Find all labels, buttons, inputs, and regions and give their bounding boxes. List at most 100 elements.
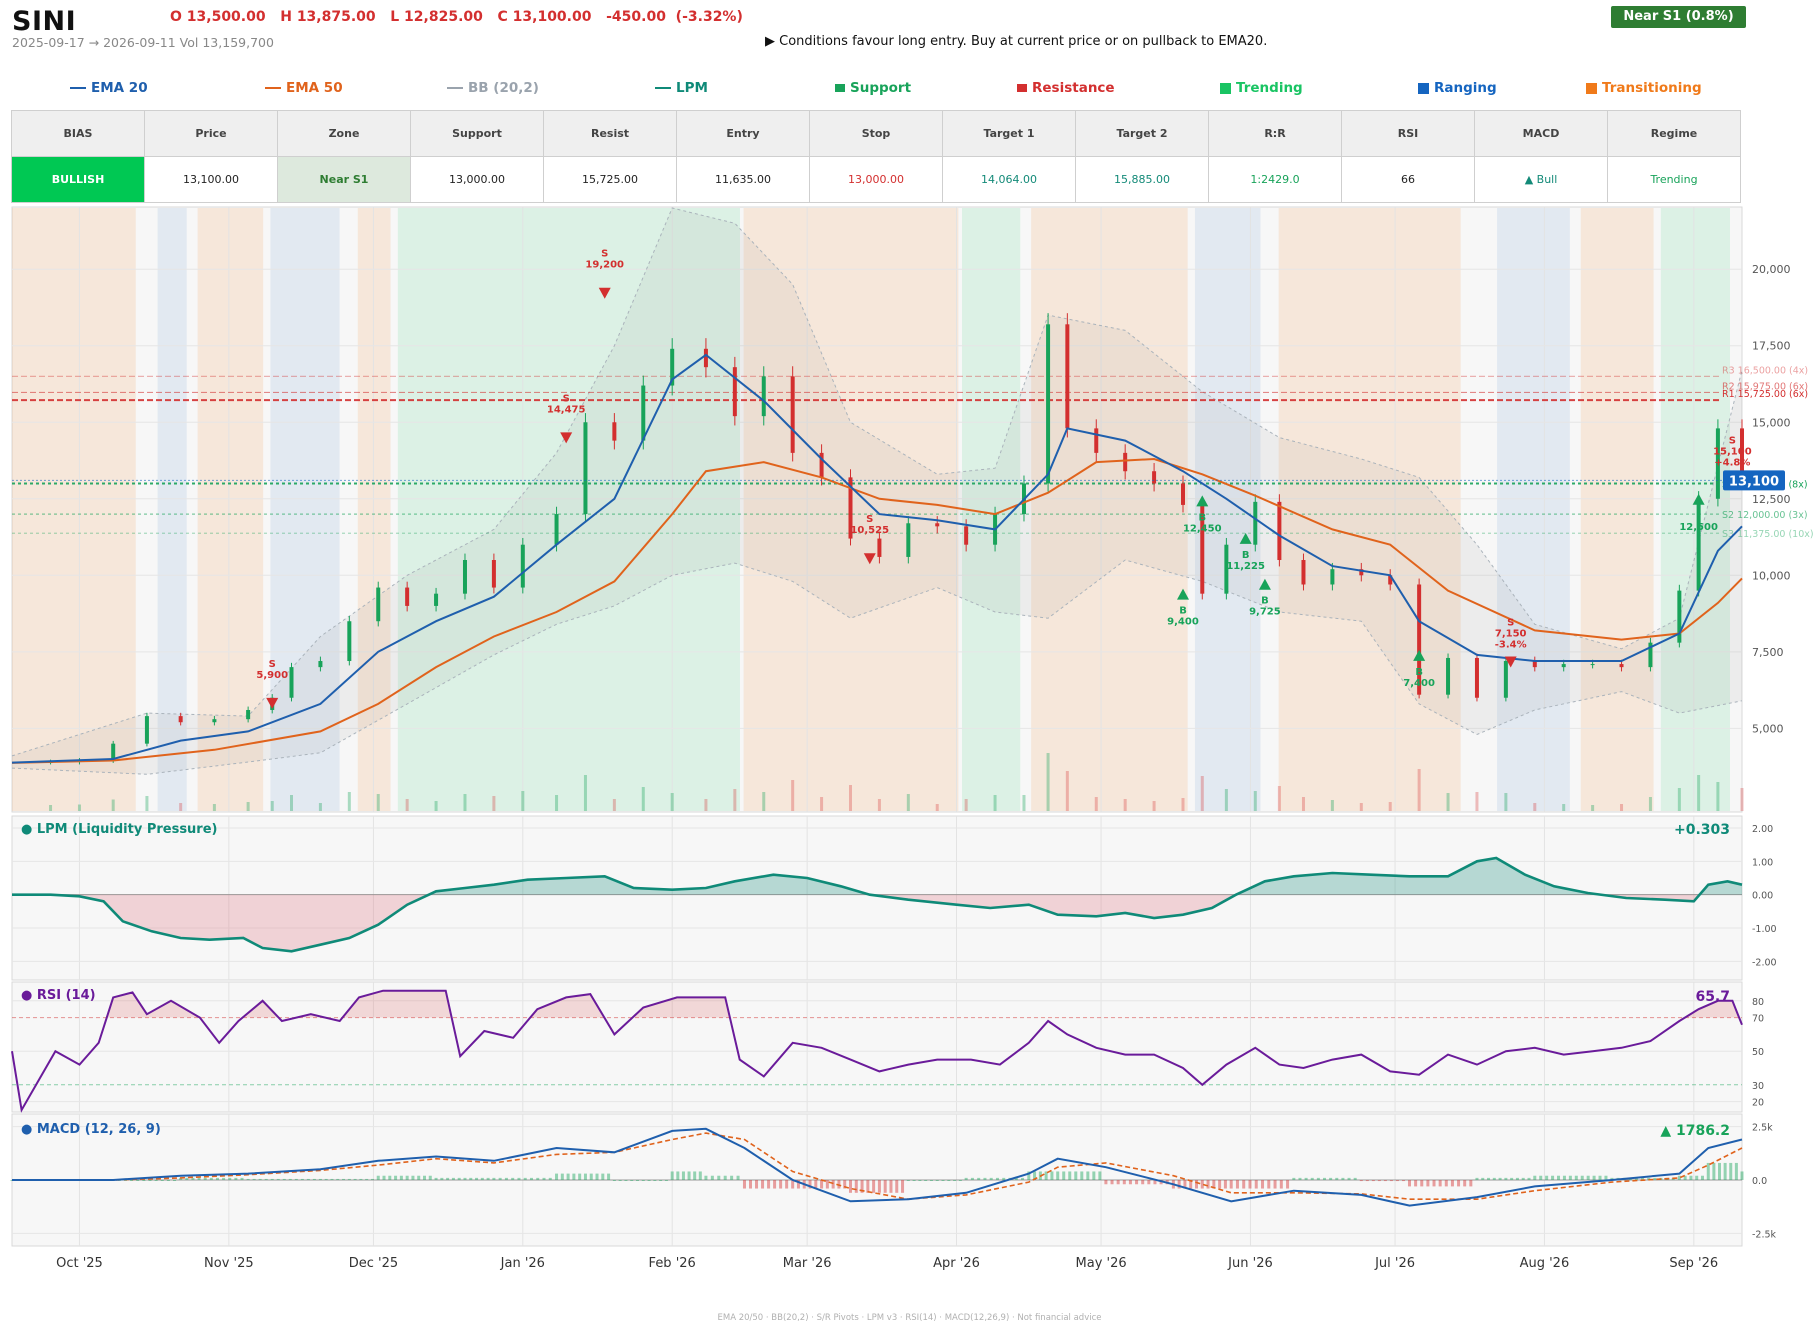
lpm-negative-area [12,894,1742,952]
x-tick-label: Dec '25 [349,1256,398,1271]
macd-histogram-bar [529,1177,533,1180]
macd-histogram-bar [405,1175,409,1180]
macd-histogram-bar [1110,1180,1114,1185]
macd-histogram-bar [105,1180,109,1181]
macd-histogram-bar [935,1180,939,1181]
macd-histogram-bar [889,1180,893,1193]
macd-histogram-bar [365,1178,369,1180]
macd-histogram-bar [1298,1177,1302,1180]
macd-histogram-bar [1310,1177,1314,1180]
macd-histogram-bar [814,1180,818,1189]
macd-histogram-bar [1248,1180,1252,1189]
candle-body [1648,642,1653,668]
macd-histogram-bar [1683,1175,1687,1180]
macd-histogram-bar [1432,1180,1436,1187]
candle-body [111,743,116,761]
buy-marker-icon [1177,588,1190,600]
macd-histogram-bar [595,1173,599,1180]
cell-zone: Near S1 [277,156,411,203]
cell-support: 13,000.00 [410,156,544,203]
candle-body [77,760,82,763]
macd-histogram-bar [270,1178,274,1180]
legend-label: Trending [1236,80,1303,96]
x-tick-label: Aug '26 [1520,1256,1570,1271]
candle-body [1715,428,1720,499]
macd-histogram-bar [560,1173,564,1180]
x-tick-label: Apr '26 [933,1256,980,1271]
candle-body [1503,661,1508,698]
y-tick-label: 12,500 [1752,493,1791,506]
lpm-title-text: LPM (Liquidity Pressure) [36,822,218,837]
signal-price-label: 7,400 [1403,678,1435,689]
volume-bar [1620,804,1624,811]
candle-body [1021,483,1026,515]
volume-bar [612,799,616,811]
macd-histogram-bar [64,1180,68,1181]
rsi-title-text: RSI (14) [36,988,96,1003]
x-tick-label: Jan '26 [500,1256,545,1271]
y-tick-label: 20,000 [1752,263,1791,276]
volume-bar [791,780,795,811]
macd-histogram-bar [761,1180,765,1189]
signal-side-label: S [866,514,873,525]
macd-histogram-bar [1610,1177,1614,1180]
volume-bar [492,796,496,811]
macd-histogram-bar [953,1180,957,1181]
volume-bar [1094,797,1098,811]
col-header-rsi: RSI [1341,110,1475,157]
y-tick-label: 0.00 [1752,891,1773,902]
macd-histogram-bar [1712,1162,1716,1180]
summary-table: BIAS Price Zone Support Resist Entry Stop Targe… [11,110,1741,203]
volume-bar [1301,797,1305,811]
macd-histogram-bar [282,1178,286,1180]
ema20-line [11,353,1743,764]
regime-band-transitioning [1580,208,1654,811]
dash-icon [835,84,845,92]
macd-histogram-bar [1086,1171,1090,1180]
macd-histogram-bar [796,1180,800,1189]
macd-histogram-bar [1353,1177,1357,1180]
sell-marker-icon [266,697,279,709]
macd-histogram-bar [664,1180,668,1181]
macd-histogram-bar [1062,1171,1066,1180]
cell-resist: 15,725.00 [543,156,677,203]
square-icon [1220,82,1231,94]
macd-signal-line [12,1132,1743,1201]
macd-histogram-bar [428,1175,432,1180]
macd-histogram-bar [1135,1180,1139,1185]
regime-band-transitioning [1031,208,1188,811]
signal-pct-label: +4.8% [1714,457,1750,468]
macd-histogram-bar [1469,1180,1473,1187]
macd-histogram-bar [1050,1171,1054,1180]
y-tick-label: 30 [1752,1081,1764,1092]
x-tick-label: Sep '26 [1669,1256,1718,1271]
sell-marker-icon [1504,656,1517,668]
candle-body [993,514,998,545]
y-tick-label: 1.00 [1752,857,1773,868]
candle-body [178,716,183,723]
ohlc-readout: O 13,500.00 H 13,875.00 L 12,825.00 C 13… [170,9,743,25]
legend-label: Transitioning [1602,80,1702,96]
macd-histogram-bar [1316,1177,1320,1180]
cell-target-1: 14,064.00 [942,156,1076,203]
volume-bar [49,805,53,811]
y-tick-label: 2.5k [1752,1123,1773,1134]
candle-body [1359,569,1364,576]
buy-marker-icon [1692,493,1705,505]
macd-histogram-bar [895,1180,899,1193]
macd-histogram-bar [848,1180,852,1193]
cell-rsi: 66 [1341,156,1475,203]
macd-histogram-bar [517,1177,521,1180]
candle-body [554,514,559,545]
macd-histogram-bar [542,1177,546,1180]
signal-side-label: S [601,249,608,260]
candle-body [1388,575,1393,585]
volume-bar [1417,769,1421,811]
macd-histogram-bar [1141,1180,1145,1185]
macd-histogram-bar [1734,1162,1738,1180]
macd-histogram-bar [773,1180,777,1189]
macd-histogram-bar [912,1180,916,1181]
macd-histogram-bar [1194,1180,1198,1189]
y-tick-label: 2.00 [1752,824,1773,835]
macd-histogram-bar [964,1177,968,1180]
